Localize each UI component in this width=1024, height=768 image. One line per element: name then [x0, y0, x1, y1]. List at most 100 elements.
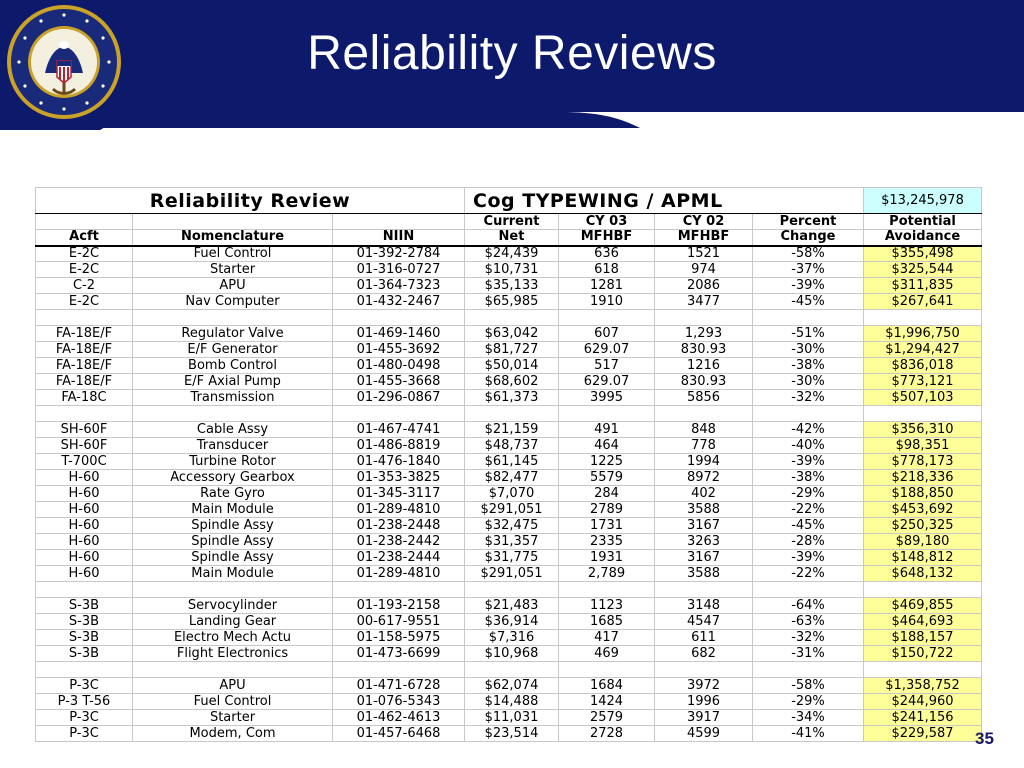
cell-acft: S-3B	[35, 645, 133, 662]
cell-acft: H-60	[35, 469, 133, 486]
cell-cy02-mfhbf: 830.93	[654, 341, 753, 358]
header-cell	[332, 213, 465, 230]
cell-potential-avoidance: $453,692	[863, 501, 982, 518]
cell-niin: 01-455-3692	[332, 341, 465, 358]
cell-nomenclature	[132, 405, 333, 422]
cell-cy03-mfhbf: 1225	[558, 453, 655, 470]
cell-nomenclature: Fuel Control	[132, 245, 333, 262]
cell-percent-change: -29%	[752, 693, 864, 710]
cell-cy03-mfhbf: 464	[558, 437, 655, 454]
cell-acft: E-2C	[35, 245, 133, 262]
cell-acft: H-60	[35, 517, 133, 534]
cell-current-net: $14,488	[464, 693, 559, 710]
cell-nomenclature	[132, 581, 333, 598]
cell-current-net: $61,373	[464, 389, 559, 406]
header-cell: Change	[752, 229, 864, 247]
total-potential-avoidance: $13,245,978	[863, 187, 982, 214]
header-cell: Potential	[863, 213, 982, 230]
cell-cy03-mfhbf: 2335	[558, 533, 655, 550]
cell-percent-change: -30%	[752, 341, 864, 358]
cell-cy03-mfhbf: 607	[558, 325, 655, 342]
header-cell: NIIN	[332, 229, 465, 247]
cell-current-net: $62,074	[464, 677, 559, 694]
header-cell: CY 02	[654, 213, 753, 230]
cell-cy02-mfhbf	[654, 661, 753, 678]
cell-nomenclature: Nav Computer	[132, 293, 333, 310]
cell-nomenclature: Servocylinder	[132, 597, 333, 614]
cell-current-net: $10,731	[464, 261, 559, 278]
cell-cy03-mfhbf: 1123	[558, 597, 655, 614]
table-title-left: Reliability Review	[35, 187, 465, 214]
cell-potential-avoidance: $244,960	[863, 693, 982, 710]
cell-niin: 01-469-1460	[332, 325, 465, 342]
cell-potential-avoidance: $89,180	[863, 533, 982, 550]
cell-nomenclature: Flight Electronics	[132, 645, 333, 662]
cell-acft: H-60	[35, 485, 133, 502]
cell-current-net	[464, 661, 559, 678]
table-row: FA-18E/F Bomb Control 01-480-0498 $50,014 51…	[35, 357, 982, 374]
cell-niin: 01-238-2444	[332, 549, 465, 566]
cell-cy02-mfhbf: 1,293	[654, 325, 753, 342]
table-row: H-60 Accessory Gearbox 01-353-3825 $82,477 5…	[35, 469, 982, 486]
table-row: P-3 T-56 Fuel Control 01-076-5343 $14,488 14…	[35, 693, 982, 710]
cell-current-net: $10,968	[464, 645, 559, 662]
cell-acft: S-3B	[35, 629, 133, 646]
cell-cy03-mfhbf: 517	[558, 357, 655, 374]
table-row: E-2C Nav Computer 01-432-2467 $65,985 1910 34…	[35, 293, 982, 310]
cell-acft: H-60	[35, 549, 133, 566]
cell-cy03-mfhbf: 1281	[558, 277, 655, 294]
cell-current-net	[464, 581, 559, 598]
cell-niin: 01-316-0727	[332, 261, 465, 278]
cell-nomenclature: APU	[132, 677, 333, 694]
cell-nomenclature: Rate Gyro	[132, 485, 333, 502]
table-row: E-2C Starter 01-316-0727 $10,731 618 974 -37% $…	[35, 261, 982, 278]
cell-niin: 01-238-2442	[332, 533, 465, 550]
cell-percent-change: -37%	[752, 261, 864, 278]
cell-percent-change: -39%	[752, 549, 864, 566]
cell-potential-avoidance: $218,336	[863, 469, 982, 486]
cell-percent-change: -41%	[752, 725, 864, 742]
cell-acft: P-3C	[35, 677, 133, 694]
cell-cy02-mfhbf: 3148	[654, 597, 753, 614]
cell-current-net: $24,439	[464, 245, 559, 262]
table-row: S-3B Landing Gear 00-617-9551 $36,914 1685 45…	[35, 613, 982, 630]
cell-current-net	[464, 309, 559, 326]
cell-current-net: $68,602	[464, 373, 559, 390]
cell-percent-change: -58%	[752, 245, 864, 262]
table-row: FA-18E/F E/F Generator 01-455-3692 $81,727 6…	[35, 341, 982, 358]
cell-current-net: $21,159	[464, 421, 559, 438]
cell-percent-change: -45%	[752, 293, 864, 310]
cell-cy02-mfhbf: 5856	[654, 389, 753, 406]
cell-current-net: $32,475	[464, 517, 559, 534]
cell-cy02-mfhbf: 2086	[654, 277, 753, 294]
cell-potential-avoidance: $778,173	[863, 453, 982, 470]
spacer-row	[35, 405, 982, 422]
cell-niin	[332, 661, 465, 678]
cell-percent-change: -63%	[752, 613, 864, 630]
cell-niin	[332, 405, 465, 422]
cell-niin: 01-345-3117	[332, 485, 465, 502]
cell-percent-change: -38%	[752, 357, 864, 374]
cell-nomenclature: Bomb Control	[132, 357, 333, 374]
cell-nomenclature: E/F Axial Pump	[132, 373, 333, 390]
cell-cy02-mfhbf: 3588	[654, 565, 753, 582]
cell-cy03-mfhbf: 2728	[558, 725, 655, 742]
slide-title: Reliability Reviews	[307, 27, 717, 80]
cell-percent-change: -51%	[752, 325, 864, 342]
cell-niin: 01-455-3668	[332, 373, 465, 390]
table-row: H-60 Main Module 01-289-4810 $291,051 2789 35…	[35, 501, 982, 518]
cell-niin: 01-296-0867	[332, 389, 465, 406]
cell-potential-avoidance: $507,103	[863, 389, 982, 406]
cell-percent-change	[752, 581, 864, 598]
cell-niin: 01-462-4613	[332, 709, 465, 726]
header-cell: MFHBF	[558, 229, 655, 247]
cell-nomenclature: Transducer	[132, 437, 333, 454]
cell-potential-avoidance: $1,294,427	[863, 341, 982, 358]
cell-current-net: $23,514	[464, 725, 559, 742]
header-row-2: Acft Nomenclature NIIN Net MFHBF MFHBF C…	[35, 229, 982, 247]
cell-nomenclature: Starter	[132, 709, 333, 726]
cell-nomenclature: Landing Gear	[132, 613, 333, 630]
cell-nomenclature: Accessory Gearbox	[132, 469, 333, 486]
cell-current-net	[464, 405, 559, 422]
table-row: FA-18C Transmission 01-296-0867 $61,373 3995…	[35, 389, 982, 406]
